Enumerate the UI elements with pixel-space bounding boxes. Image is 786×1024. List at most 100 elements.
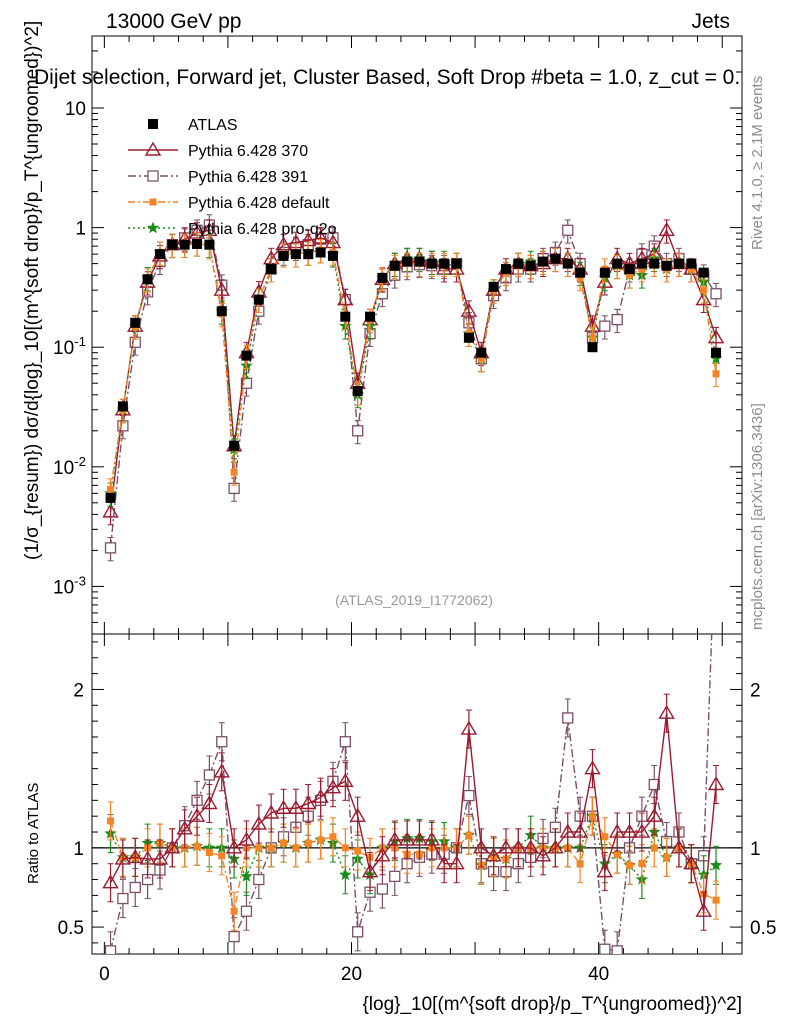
ratio-pythia-6-428-370-point bbox=[522, 839, 539, 854]
ratio-pythia-6-428-370-point bbox=[275, 799, 292, 814]
ratio-pythia-6-428-391-point bbox=[104, 945, 117, 954]
atlas-point bbox=[303, 249, 314, 260]
ratio-pythia-6-428-370-point bbox=[547, 839, 564, 854]
ratio-pythia-6-428-370-point bbox=[683, 855, 700, 870]
ratio-pythia-6-428-370-point bbox=[448, 855, 465, 870]
atlas-point bbox=[365, 311, 376, 322]
ratio-pythia-6-428-391-point bbox=[562, 712, 574, 724]
ratio-y-tick-label-left: 2 bbox=[73, 680, 84, 701]
ratio-pythia-6-428-default-point bbox=[613, 850, 621, 858]
ratio-pythia-6-428-default-point bbox=[329, 833, 337, 841]
pythia-6-428-370-point bbox=[658, 221, 675, 236]
legend: ATLAS Pythia 6.428 370 Pythia 6.428 391 Pyt… bbox=[128, 117, 337, 238]
pythia-6-428-391-point bbox=[599, 320, 611, 332]
legend-marker bbox=[144, 141, 162, 156]
ratio-pythia-6-428-default-point bbox=[712, 896, 720, 904]
ratio-pythia-6-428-370-point bbox=[646, 807, 663, 822]
ratio-pythia-6-428-370-point bbox=[707, 776, 725, 791]
legend-label: Pythia 6.428 pro-q2o bbox=[188, 221, 337, 238]
ratio-pythia-6-428-370-point bbox=[349, 807, 366, 822]
ratio-pythia-6-428-default-point bbox=[576, 860, 584, 868]
ratio-pythia-6-428-370-point bbox=[287, 799, 305, 814]
ratio-pythia-6-428-370-point bbox=[559, 823, 576, 838]
pythia-6-428-default-point bbox=[687, 265, 695, 273]
ratio-pythia-6-428-370-point bbox=[238, 831, 255, 846]
ratio-pythia-6-428-391-point bbox=[376, 883, 389, 895]
ratio-pythia-6-428-370-point bbox=[250, 815, 268, 830]
pythia-6-428-default-point bbox=[700, 286, 708, 294]
ratio-pythia-6-428-391-point bbox=[339, 736, 351, 748]
legend-marker bbox=[147, 170, 159, 182]
ratio-axes: 0.5 0.51 12 20 20 40 bbox=[58, 634, 776, 985]
atlas-point bbox=[698, 267, 709, 278]
ratio-pythia-6-428-370-point bbox=[596, 863, 614, 878]
ratio-pythia-6-428-370-point bbox=[176, 820, 193, 835]
ratio-pythia-6-428-391-point bbox=[240, 905, 253, 917]
atlas-point bbox=[352, 386, 363, 397]
ratio-pythia-6-428-pro-q2o-point bbox=[709, 858, 723, 871]
ratio-pythia-6-428-370-point bbox=[374, 847, 391, 862]
ratio-pythia-6-428-default-point bbox=[465, 831, 473, 839]
legend-marker bbox=[148, 119, 158, 129]
ratio-pythia-6-428-370-point bbox=[670, 839, 688, 854]
atlas-point bbox=[636, 258, 647, 269]
y-tick-label: 10-1 bbox=[53, 334, 86, 359]
atlas-point bbox=[204, 239, 215, 250]
ratio-pythia-6-428-default-point bbox=[626, 861, 634, 869]
atlas-point bbox=[340, 311, 351, 322]
atlas-point bbox=[439, 258, 450, 269]
ratio-pythia-6-428-370-point bbox=[324, 779, 342, 794]
ratio-y-tick-label-right: 0.5 bbox=[750, 918, 776, 939]
legend-item-atlas: ATLAS bbox=[148, 117, 238, 134]
atlas-point bbox=[624, 264, 635, 275]
pythia-6-428-default-point bbox=[477, 355, 485, 363]
ratio-y-tick-label-right: 1 bbox=[750, 839, 761, 860]
x-tick-label: 20 bbox=[341, 964, 362, 985]
ratio-pythia-6-428-370-point bbox=[571, 823, 589, 838]
ratio-pythia-6-428-default-point bbox=[107, 817, 115, 825]
atlas-point bbox=[673, 258, 684, 269]
atlas-point bbox=[562, 258, 573, 269]
ratio-pythia-6-428-391-point bbox=[129, 881, 141, 894]
atlas-point bbox=[414, 256, 425, 267]
ratio-pythia-6-428-default-point bbox=[663, 853, 671, 861]
ratio-pythia-6-428-370-point bbox=[608, 823, 626, 838]
atlas-point bbox=[612, 258, 623, 269]
atlas-point bbox=[550, 253, 561, 264]
atlas-point bbox=[377, 272, 388, 283]
ratio-plot-marks bbox=[102, 510, 725, 954]
ratio-pythia-6-428-370-line bbox=[109, 713, 717, 912]
ratio-y-tick-label-right: 2 bbox=[750, 680, 761, 701]
ratio-pythia-6-428-370-point bbox=[337, 772, 354, 788]
ratio-pythia-6-428-default-point bbox=[267, 844, 275, 852]
ratio-y-tick-label-left: 0.5 bbox=[58, 918, 84, 939]
y-tick-label: 1 bbox=[75, 219, 86, 240]
legend-item-pythia-6-428-391: Pythia 6.428 391 bbox=[128, 169, 308, 186]
pythia-6-428-pro-q2o-point bbox=[709, 352, 723, 365]
atlas-point bbox=[389, 260, 400, 271]
legend-item-pythia-6-428-pro-q2o: Pythia 6.428 pro-q2o bbox=[128, 221, 337, 238]
pythia-6-428-default-point bbox=[230, 468, 238, 476]
series-atlas bbox=[105, 238, 722, 503]
x-tick-label: 40 bbox=[588, 964, 609, 985]
atlas-point bbox=[266, 264, 277, 275]
ratio-pythia-6-428-391-point bbox=[216, 736, 228, 748]
pythia-6-428-pro-q2o-line bbox=[109, 242, 717, 494]
atlas-point bbox=[686, 258, 697, 269]
ratio-pythia-6-428-391-point bbox=[611, 945, 623, 954]
ratio-pythia-6-428-370-point bbox=[485, 847, 502, 862]
atlas-point bbox=[192, 238, 203, 249]
ratio-pythia-6-428-default-point bbox=[588, 812, 596, 820]
y-tick-label: 10-2 bbox=[53, 454, 86, 479]
ratio-pythia-6-428-370-point bbox=[151, 850, 169, 865]
x-tick-label: 0 bbox=[99, 964, 110, 985]
ratio-pythia-6-428-370-point bbox=[114, 850, 132, 865]
ratio-pythia-6-428-391-point bbox=[648, 778, 660, 791]
ratio-pythia-6-428-370-point bbox=[398, 831, 416, 846]
atlas-point bbox=[130, 317, 141, 328]
ratio-pythia-6-428-default-point bbox=[292, 844, 300, 852]
ratio-pythia-6-428-391-point bbox=[711, 510, 721, 520]
ratio-pythia-6-428-default-point bbox=[218, 852, 226, 860]
ratio-pythia-6-428-391-line bbox=[109, 634, 713, 952]
pythia-6-428-default-point bbox=[576, 274, 584, 282]
